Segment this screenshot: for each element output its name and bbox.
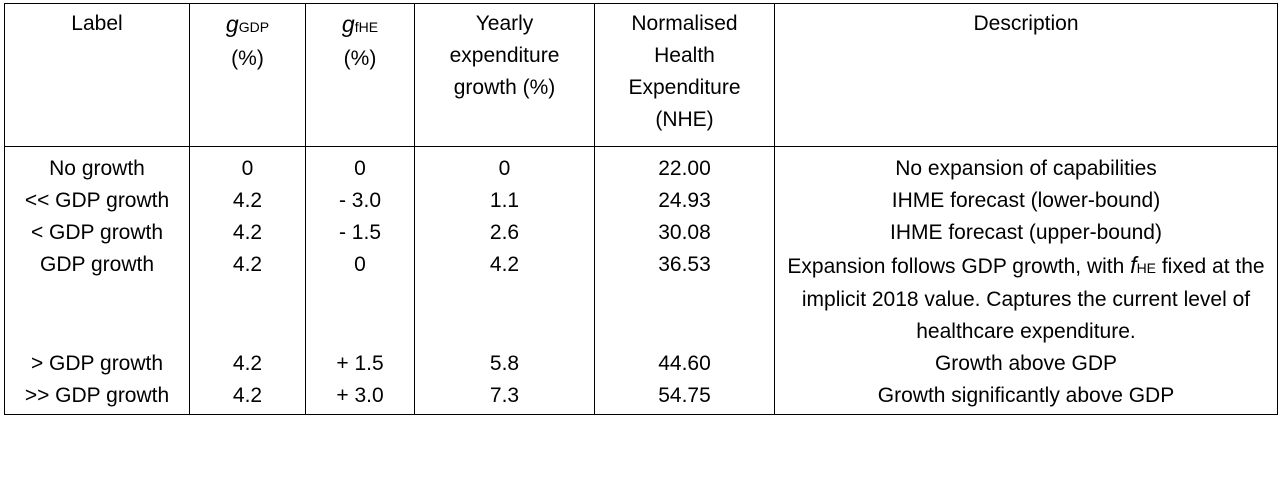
description-text-post: fixed at the implicit 2018 value. Captur… [801,255,1265,343]
cell-label: No growth [4,146,190,185]
cell-g-gdp: 4.2 [189,217,306,249]
description-text-pre: Expansion follows GDP growth, with [787,255,1131,278]
cell-yearly: 0 [414,146,595,185]
cell-g-gdp: 4.2 [189,249,306,348]
cell-label: << GDP growth [4,185,190,217]
cell-description: IHME forecast (upper-bound) [774,217,1278,249]
table-row: << GDP growth 4.2 - 3.0 1.1 24.93 IHME f… [4,185,1278,217]
table-row: < GDP growth 4.2 - 1.5 2.6 30.08 IHME fo… [4,217,1278,249]
scenario-table-container: Label gGDP (%) gfHE (%) Yearly expenditu… [4,3,1278,492]
header-label: Label [4,3,190,147]
cell-nhe: 54.75 [594,380,775,415]
cell-g-gdp: 4.2 [189,348,306,380]
header-yearly-growth: Yearly expenditure growth (%) [414,3,595,147]
cell-g-fhe: - 3.0 [305,185,415,217]
description-sub: HE [1136,260,1157,276]
cell-g-fhe: - 1.5 [305,217,415,249]
cell-yearly: 7.3 [414,380,595,415]
header-description: Description [774,3,1278,147]
cell-description: Growth significantly above GDP [774,380,1278,415]
header-g-fhe: gfHE (%) [305,3,415,147]
cell-label: >> GDP growth [4,380,190,415]
cell-g-fhe: 0 [305,146,415,185]
cell-nhe: 36.53 [594,249,775,348]
cell-description: No expansion of capabilities [774,146,1278,185]
header-g-gdp: gGDP (%) [189,3,306,147]
cell-yearly: 2.6 [414,217,595,249]
cell-g-fhe: + 1.5 [305,348,415,380]
cell-nhe: 24.93 [594,185,775,217]
table-row: > GDP growth 4.2 + 1.5 5.8 44.60 Growth … [4,348,1278,380]
cell-nhe: 44.60 [594,348,775,380]
table-row: GDP growth 4.2 0 4.2 36.53 Expansion fol… [4,249,1278,348]
scenario-table: Label gGDP (%) gfHE (%) Yearly expenditu… [4,3,1278,415]
cell-g-gdp: 4.2 [189,185,306,217]
header-row: Label gGDP (%) gfHE (%) Yearly expenditu… [4,3,1278,147]
cell-nhe: 30.08 [594,217,775,249]
cell-label: > GDP growth [4,348,190,380]
cell-yearly: 1.1 [414,185,595,217]
cell-nhe: 22.00 [594,146,775,185]
cell-yearly: 5.8 [414,348,595,380]
cell-description: Growth above GDP [774,348,1278,380]
header-nhe: Normalised Health Expenditure (NHE) [594,3,775,147]
table-row: No growth 0 0 0 22.00 No expansion of ca… [4,146,1278,185]
table-row: >> GDP growth 4.2 + 3.0 7.3 54.75 Growth… [4,380,1278,415]
cell-g-gdp: 0 [189,146,306,185]
cell-label: < GDP growth [4,217,190,249]
cell-description: Expansion follows GDP growth, with fHE f… [774,249,1278,348]
cell-yearly: 4.2 [414,249,595,348]
description-var: f [1130,252,1137,278]
cell-g-gdp: 4.2 [189,380,306,415]
cell-description: IHME forecast (lower-bound) [774,185,1278,217]
cell-g-fhe: + 3.0 [305,380,415,415]
cell-label: GDP growth [4,249,190,348]
cell-g-fhe: 0 [305,249,415,348]
